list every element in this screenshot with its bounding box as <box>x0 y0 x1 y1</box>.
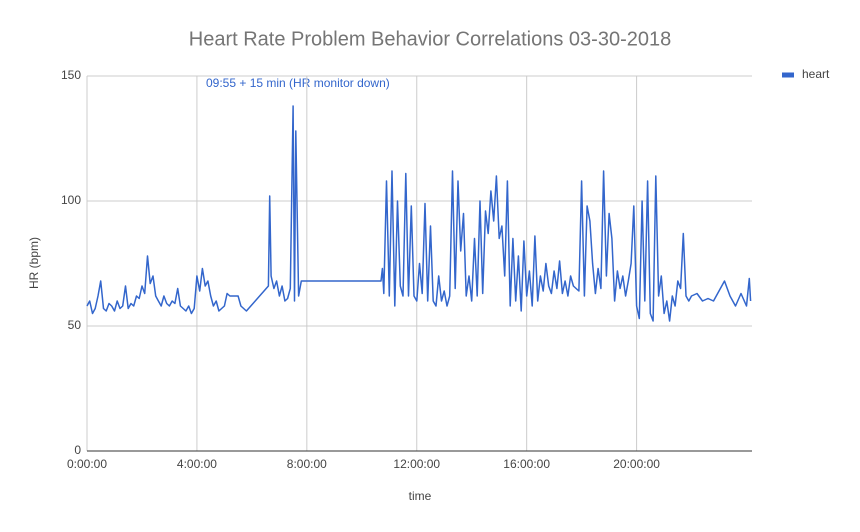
chart-title: Heart Rate Problem Behavior Correlations… <box>189 28 671 50</box>
y-tick-label: 100 <box>61 193 81 207</box>
annotation: 09:55 + 15 min (HR monitor down) <box>206 76 390 90</box>
x-tick-label: 0:00:00 <box>67 457 107 471</box>
x-tick-label: 16:00:00 <box>503 457 550 471</box>
x-tick-label: 8:00:00 <box>287 457 327 471</box>
legend-label: heart <box>802 67 830 81</box>
x-axis-label: time <box>409 489 432 503</box>
y-tick-label: 0 <box>74 443 81 457</box>
data-line <box>86 105 752 322</box>
x-tick-label: 20:00:00 <box>613 457 660 471</box>
y-tick-label: 50 <box>68 318 82 332</box>
x-tick-label: 12:00:00 <box>393 457 440 471</box>
x-tick-label: 4:00:00 <box>177 457 217 471</box>
y-axis-label: HR (bpm) <box>27 237 41 289</box>
y-tick-label: 150 <box>61 68 81 82</box>
legend-swatch <box>782 72 794 78</box>
